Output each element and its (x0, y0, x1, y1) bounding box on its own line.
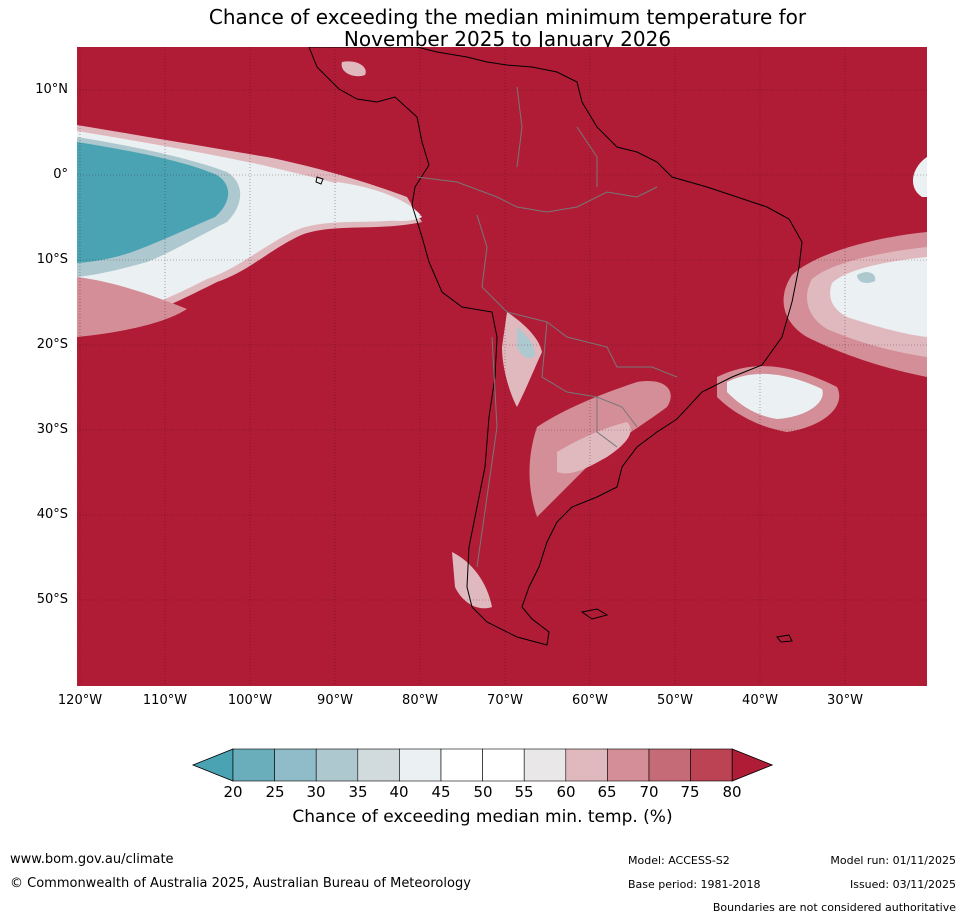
colorbar-tick-75: 75 (680, 783, 700, 801)
land-anomaly (452, 312, 671, 609)
lat-label-40s: 40°S (36, 507, 68, 522)
pacific-anomaly (77, 61, 422, 337)
colorbar-tick-60: 60 (556, 783, 576, 801)
lat-label-30s: 30°S (36, 422, 68, 437)
lon-label-40w: 40°W (742, 693, 778, 708)
lon-label-50w: 50°W (657, 693, 693, 708)
footer-website[interactable]: www.bom.gov.au/climate (10, 852, 174, 867)
colorbar-bin-1 (274, 748, 317, 782)
colorbar-tick-80: 80 (722, 783, 742, 801)
lat-label-0: 0° (53, 167, 68, 182)
colorbar-arrow-high (731, 748, 774, 782)
colorbar-tick-30: 30 (306, 783, 326, 801)
colorbar-tick-35: 35 (348, 783, 368, 801)
colorbar-bin-7 (523, 748, 567, 782)
lon-label-30w: 30°W (827, 693, 863, 708)
lat-label-10s: 10°S (36, 252, 68, 267)
colorbar-tick-20: 20 (223, 783, 243, 801)
atlantic-anomaly (717, 157, 927, 432)
colorbar-tick-70: 70 (639, 783, 659, 801)
colorbar-bin-10 (648, 748, 691, 782)
map-background (77, 47, 927, 686)
islands (315, 176, 793, 643)
lon-label-60w: 60°W (572, 693, 608, 708)
map-title-line2: November 2025 to January 2026 (343, 27, 672, 51)
colorbar-tick-65: 65 (597, 783, 617, 801)
colorbar-bin-6 (482, 748, 525, 782)
colorbar-bin-4 (399, 748, 442, 782)
colorbar-tick-55: 55 (514, 783, 534, 801)
lon-label-70w: 70°W (487, 693, 523, 708)
colorbar-tick-40: 40 (389, 783, 409, 801)
colorbar-label: Chance of exceeding median min. temp. (%… (292, 807, 673, 827)
lat-label-50s: 50°S (36, 592, 68, 607)
lon-label-100w: 100°W (227, 693, 273, 708)
lon-label-80w: 80°W (402, 693, 438, 708)
lon-label-110w: 110°W (142, 693, 188, 708)
country-borders (416, 86, 678, 568)
lon-label-90w: 90°W (317, 693, 353, 708)
probability-map (77, 47, 927, 686)
footer-model-run: Model run: 01/11/2025 (830, 854, 956, 867)
colorbar-bin-11 (690, 748, 733, 782)
footer-disclaimer: Boundaries are not considered authoritat… (712, 901, 956, 914)
colorbar-tick-25: 25 (265, 783, 285, 801)
colorbar (191, 748, 774, 782)
colorbar-bin-3 (357, 748, 400, 782)
footer-copyright: © Commonwealth of Australia 2025, Austra… (10, 876, 471, 891)
map-title-line1: Chance of exceeding the median minimum t… (208, 5, 807, 29)
south-america-coastline (308, 47, 803, 646)
lat-label-10n: 10°N (35, 82, 68, 97)
colorbar-bin-5 (440, 748, 483, 782)
colorbar-tick-50: 50 (473, 783, 493, 801)
colorbar-bin-9 (607, 748, 650, 782)
colorbar-bin-2 (315, 748, 359, 782)
colorbar-arrow-low (191, 748, 234, 782)
colorbar-bin-0 (232, 748, 275, 782)
lat-label-20s: 20°S (36, 337, 68, 352)
colorbar-tick-45: 45 (431, 783, 451, 801)
footer-issued: Issued: 03/11/2025 (849, 878, 956, 891)
footer-model: Model: ACCESS-S2 (628, 854, 730, 867)
colorbar-bin-8 (565, 748, 608, 782)
lon-label-120w: 120°W (57, 693, 103, 708)
footer-base-period: Base period: 1981-2018 (628, 878, 761, 891)
graticule (77, 47, 927, 686)
